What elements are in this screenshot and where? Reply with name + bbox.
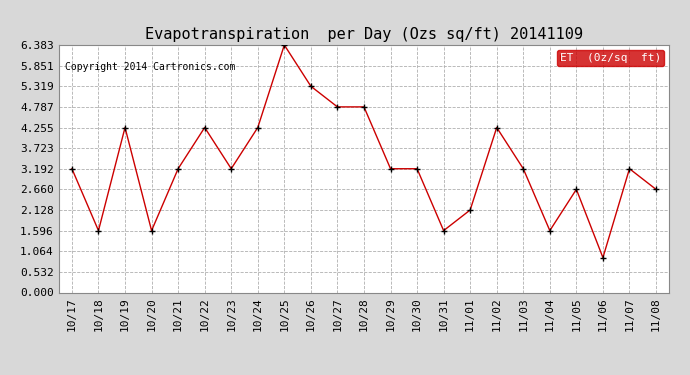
Legend: ET  (0z/sq  ft): ET (0z/sq ft) xyxy=(558,50,664,66)
Text: Copyright 2014 Cartronics.com: Copyright 2014 Cartronics.com xyxy=(65,62,235,72)
Title: Evapotranspiration  per Day (Ozs sq/ft) 20141109: Evapotranspiration per Day (Ozs sq/ft) 2… xyxy=(145,27,583,42)
